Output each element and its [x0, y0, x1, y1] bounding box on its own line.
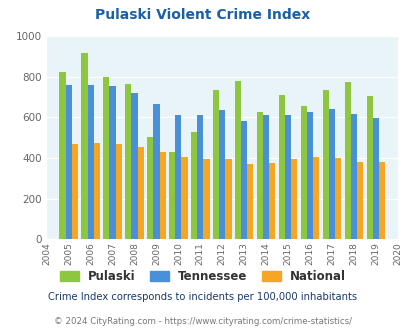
Bar — [115, 145, 122, 239]
Bar — [234, 81, 241, 239]
Bar — [247, 164, 253, 239]
Bar — [372, 118, 378, 239]
Bar — [94, 143, 100, 239]
Bar — [300, 106, 306, 239]
Bar — [181, 157, 187, 239]
Bar — [65, 85, 72, 239]
Bar — [366, 96, 372, 239]
Bar — [219, 110, 225, 239]
Bar — [109, 86, 115, 239]
Bar — [278, 95, 284, 239]
Bar — [334, 158, 341, 239]
Bar — [306, 112, 312, 239]
Text: Crime Index corresponds to incidents per 100,000 inhabitants: Crime Index corresponds to incidents per… — [48, 292, 357, 302]
Bar — [125, 84, 131, 239]
Bar — [378, 161, 384, 239]
Bar — [153, 104, 159, 239]
Bar — [197, 115, 203, 239]
Bar — [81, 52, 87, 239]
Bar — [169, 152, 175, 239]
Bar — [328, 109, 334, 239]
Legend: Pulaski, Tennessee, National: Pulaski, Tennessee, National — [55, 265, 350, 287]
Bar — [241, 121, 247, 239]
Bar — [203, 159, 209, 239]
Bar — [159, 151, 165, 239]
Bar — [191, 132, 197, 239]
Bar — [350, 114, 356, 239]
Bar — [137, 147, 143, 239]
Bar — [356, 161, 362, 239]
Bar — [344, 82, 350, 239]
Bar — [225, 159, 231, 239]
Bar — [269, 163, 275, 239]
Bar — [131, 93, 137, 239]
Text: © 2024 CityRating.com - https://www.cityrating.com/crime-statistics/: © 2024 CityRating.com - https://www.city… — [54, 317, 351, 326]
Bar — [87, 85, 94, 239]
Bar — [290, 159, 296, 239]
Bar — [175, 115, 181, 239]
Bar — [262, 115, 269, 239]
Bar — [312, 157, 318, 239]
Bar — [284, 115, 290, 239]
Bar — [72, 144, 78, 239]
Bar — [322, 90, 328, 239]
Bar — [213, 90, 219, 239]
Bar — [256, 112, 262, 239]
Text: Pulaski Violent Crime Index: Pulaski Violent Crime Index — [95, 8, 310, 22]
Bar — [59, 72, 65, 239]
Bar — [103, 77, 109, 239]
Bar — [147, 137, 153, 239]
